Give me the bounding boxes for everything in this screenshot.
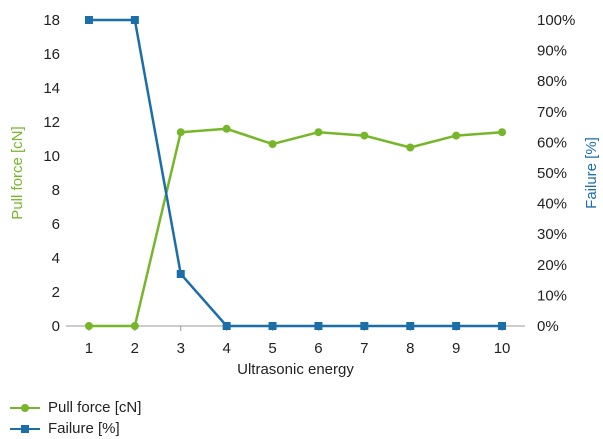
left-axis-title: Pull force [cN] xyxy=(9,126,26,219)
left-tick-label: 14 xyxy=(43,80,60,97)
series-line xyxy=(88,127,503,328)
right-tick-label: 80% xyxy=(537,73,567,90)
series-layer xyxy=(84,16,507,330)
data-point xyxy=(406,143,415,152)
data-point xyxy=(130,322,139,330)
right-tick-label: 90% xyxy=(537,43,567,60)
data-point xyxy=(84,16,93,24)
right-tick-label: 70% xyxy=(537,104,567,121)
right-tick-label: 100% xyxy=(537,12,575,29)
x-tick-label: 8 xyxy=(406,340,414,357)
left-tick-label: 16 xyxy=(43,46,60,63)
square-marker-icon xyxy=(10,422,40,436)
left-tick-label: 18 xyxy=(43,12,60,29)
legend-item-pull-force: Pull force [cN] xyxy=(10,397,141,418)
chart-legend: Pull force [cN] Failure [%] xyxy=(10,397,141,439)
x-tick-label: 1 xyxy=(85,340,93,357)
left-tick-label: 10 xyxy=(43,148,60,165)
data-point xyxy=(452,322,461,330)
data-point xyxy=(268,322,277,330)
right-axis-title: Failure [%] xyxy=(583,137,600,209)
left-tick-label: 8 xyxy=(52,182,60,199)
left-axis-ticks: 0 2 4 6 8 10 12 14 16 18 xyxy=(43,12,60,335)
x-axis-ticks: 1 2 3 4 5 6 7 8 9 10 xyxy=(85,340,511,357)
right-tick-label: 0% xyxy=(537,318,559,335)
x-axis-title: Ultrasonic energy xyxy=(237,361,354,378)
legend-label-failure: Failure [%] xyxy=(48,420,120,437)
right-tick-label: 10% xyxy=(537,287,567,304)
data-point xyxy=(498,322,507,330)
data-point xyxy=(406,322,415,330)
left-tick-label: 2 xyxy=(52,284,60,301)
data-point xyxy=(314,128,323,137)
x-tick-label: 6 xyxy=(314,340,322,357)
x-tick-label: 2 xyxy=(131,340,139,357)
data-point xyxy=(222,124,231,133)
data-point xyxy=(360,322,369,330)
data-point xyxy=(222,322,231,330)
data-point xyxy=(130,16,139,24)
right-tick-label: 50% xyxy=(537,165,567,182)
right-tick-label: 40% xyxy=(537,196,567,213)
right-axis-ticks: 0% 10% 20% 30% 40% 50% 60% 70% 80% 90% 100% xyxy=(537,12,575,335)
right-tick-label: 30% xyxy=(537,226,567,243)
legend-item-failure: Failure [%] xyxy=(10,418,141,439)
left-tick-label: 0 xyxy=(52,318,60,335)
left-tick-label: 6 xyxy=(52,216,60,233)
x-tick-label: 9 xyxy=(452,340,460,357)
left-tick-label: 12 xyxy=(43,114,60,131)
data-point xyxy=(498,128,507,137)
x-tick-label: 5 xyxy=(268,340,276,357)
data-point xyxy=(176,128,185,137)
right-tick-label: 60% xyxy=(537,134,567,151)
data-point xyxy=(452,131,461,140)
left-tick-label: 4 xyxy=(52,250,60,267)
x-tick-label: 4 xyxy=(222,340,230,357)
x-tick-label: 3 xyxy=(177,340,185,357)
right-tick-label: 20% xyxy=(537,257,567,274)
legend-label-pull-force: Pull force [cN] xyxy=(48,399,142,416)
data-point xyxy=(176,269,185,278)
circle-marker-icon xyxy=(10,401,40,415)
data-point xyxy=(314,322,323,330)
series-pull-force xyxy=(84,124,507,330)
x-tick-label: 7 xyxy=(360,340,368,357)
data-point xyxy=(268,140,277,149)
series-line xyxy=(88,18,503,328)
data-point xyxy=(360,131,369,140)
x-tick-label: 10 xyxy=(494,340,511,357)
data-point xyxy=(84,322,93,330)
series-failure xyxy=(84,16,507,330)
